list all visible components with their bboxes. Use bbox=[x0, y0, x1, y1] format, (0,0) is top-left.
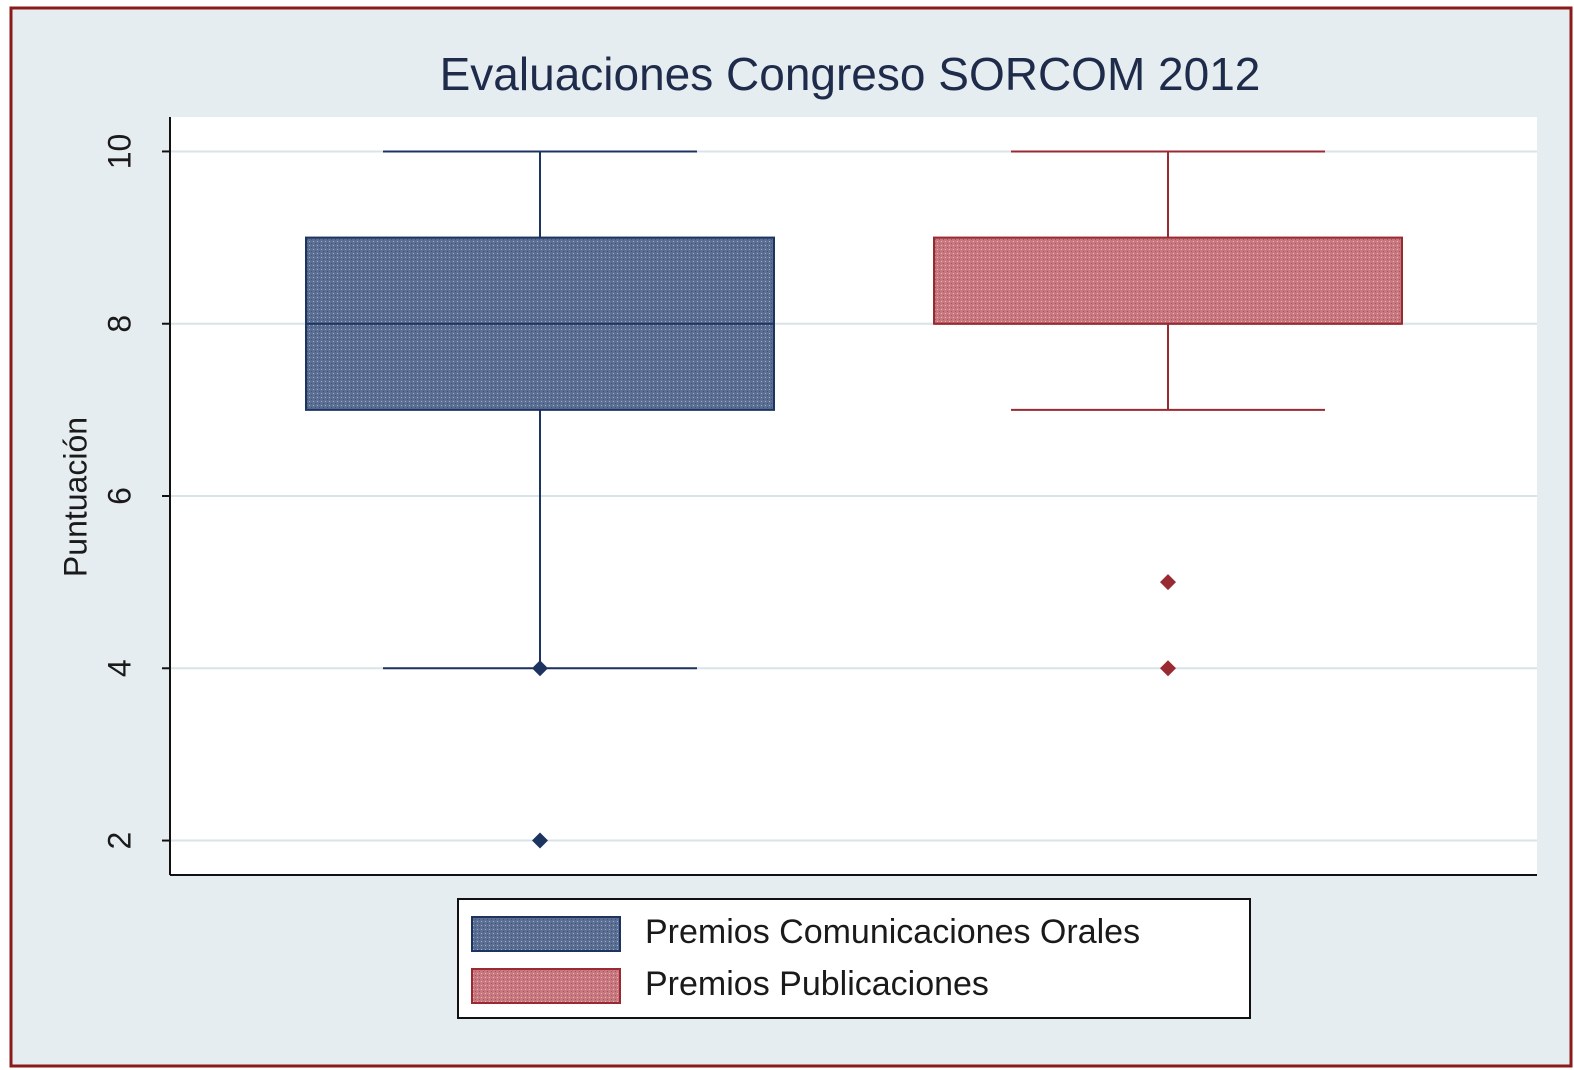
outlier bbox=[1160, 574, 1176, 591]
outlier bbox=[1160, 660, 1176, 677]
legend-label: Premios Publicaciones bbox=[645, 965, 989, 1003]
legend-label: Premios Comunicaciones Orales bbox=[645, 913, 1140, 951]
y-tick-label: 4 bbox=[101, 659, 137, 677]
y-axis-label: Puntuación bbox=[57, 417, 93, 577]
y-tick-label: 10 bbox=[101, 134, 137, 170]
outlier bbox=[532, 832, 548, 849]
box bbox=[933, 236, 1403, 325]
chart-title: Evaluaciones Congreso SORCOM 2012 bbox=[440, 48, 1261, 100]
y-tick-label: 8 bbox=[101, 315, 137, 333]
outlier bbox=[532, 660, 548, 677]
y-tick-label: 6 bbox=[101, 487, 137, 505]
y-tick-label: 2 bbox=[101, 832, 137, 850]
legend-swatch bbox=[471, 916, 621, 952]
legend-swatch bbox=[471, 968, 621, 1004]
